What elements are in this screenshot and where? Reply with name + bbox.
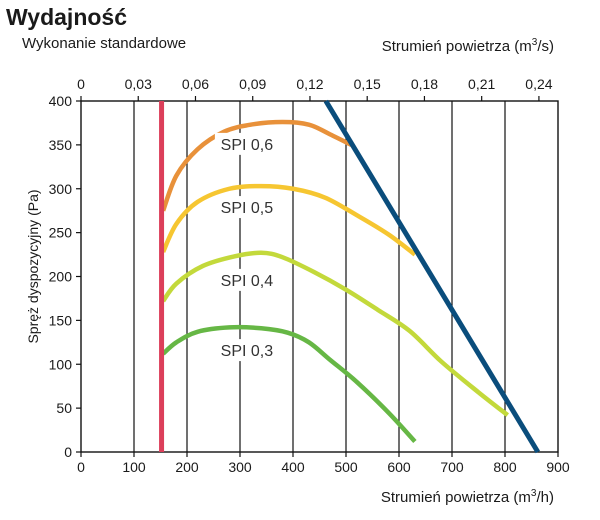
series-line-spi-0-5 (161, 183, 417, 257)
series-line-spi-0-6 (161, 119, 353, 212)
x-tick-label: 500 (334, 459, 358, 475)
x-tick-label: 900 (546, 459, 570, 475)
series-label-bg (214, 196, 279, 219)
y-tick-label: 0 (64, 444, 72, 460)
bottom-axis-title-base: Strumień powietrza (m (380, 489, 531, 506)
x2-tick-label: 0,18 (411, 76, 438, 92)
y-tick-label: 200 (49, 269, 73, 285)
x2-tick-label: 0 (77, 76, 85, 92)
y-tick-label: 350 (49, 137, 73, 153)
x2-tick-label: 0,24 (525, 76, 552, 92)
x-tick-label: 300 (228, 459, 252, 475)
x2-tick-label: 0,12 (296, 76, 323, 92)
bottom-axis-title-sup: 3 (530, 488, 537, 499)
x-tick-label: 800 (493, 459, 517, 475)
x2-tick-label: 0,09 (239, 76, 266, 92)
bottom-axis-title-end: /h) (536, 489, 554, 506)
series-label: SPI 0,5 (221, 200, 274, 217)
x-tick-label: 0 (77, 459, 85, 475)
chart-subtitle: Wykonanie standardowe (22, 35, 187, 52)
top-axis-title-end: /s) (537, 38, 554, 55)
series-line-spi-0-4 (161, 250, 510, 417)
series-line-spi-0-3 (161, 324, 417, 443)
x-tick-label: 400 (281, 459, 305, 475)
bottom-axis-title: Strumień powietrza (m3/h) (381, 488, 554, 506)
series-label-bg (214, 268, 279, 291)
series-label-bg (214, 339, 279, 362)
x2-tick-label: 0,06 (182, 76, 209, 92)
series-label-bg (214, 132, 279, 155)
top-axis-title-base: Strumień powietrza (m (381, 38, 532, 55)
series-label: SPI 0,4 (221, 273, 274, 290)
series-label: SPI 0,6 (221, 137, 274, 154)
series-label: SPI 0,3 (221, 343, 274, 360)
y-axis-title: Spręż dyspozycyjny (Pa) (25, 189, 41, 343)
top-axis-title-sup: 3 (531, 37, 538, 48)
chart-title: Wydajność (6, 4, 127, 30)
x-tick-label: 200 (175, 459, 199, 475)
top-axis-title: Strumień powietrza (m3/s) (382, 37, 554, 55)
x2-tick-label: 0,15 (354, 76, 381, 92)
y-tick-label: 400 (49, 93, 73, 109)
y-tick-label: 150 (49, 312, 73, 328)
series-line-limit-4 (323, 99, 540, 454)
x-tick-label: 100 (122, 459, 146, 475)
x-tick-label: 700 (440, 459, 464, 475)
y-tick-label: 250 (49, 225, 73, 241)
y-tick-label: 100 (49, 356, 73, 372)
y-tick-label: 50 (56, 400, 72, 416)
x2-tick-label: 0,03 (125, 76, 152, 92)
y-tick-label: 300 (49, 181, 73, 197)
x2-tick-label: 0,21 (468, 76, 495, 92)
x-tick-label: 600 (387, 459, 411, 475)
